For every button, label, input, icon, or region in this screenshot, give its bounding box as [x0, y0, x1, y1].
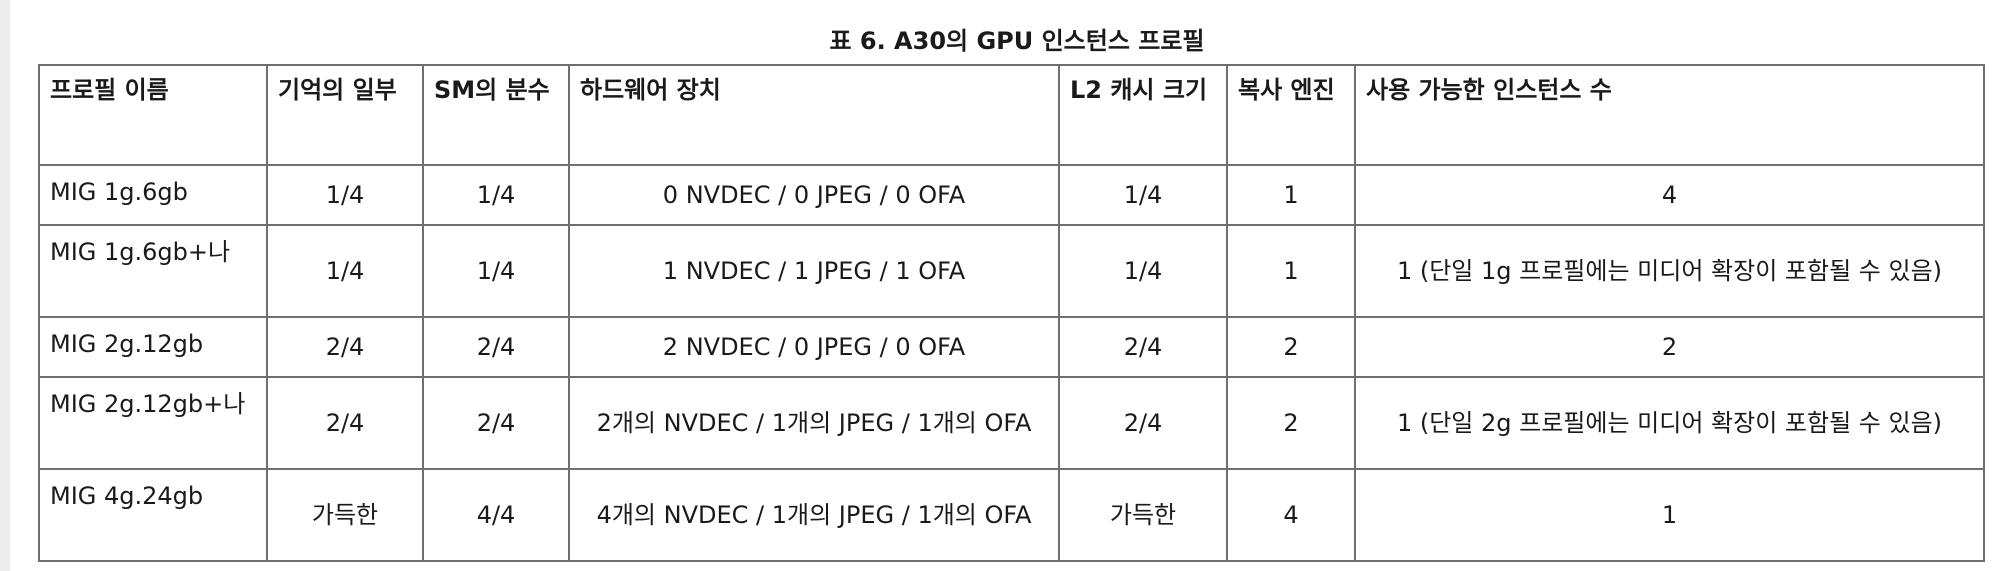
copy-engines-cell: 2 — [1226, 316, 1356, 378]
memory-fraction-cell: 2/4 — [266, 376, 424, 470]
table-row: MIG 2g.12gb 2/4 2/4 2 NVDEC / 0 JPEG / 0… — [38, 316, 1985, 378]
header-sm-fraction: SM의 분수 — [422, 64, 570, 166]
instance-count-cell: 2 — [1354, 316, 1985, 378]
table-row: MIG 2g.12gb+나 2/4 2/4 2개의 NVDEC / 1개의 JP… — [38, 376, 1985, 470]
hardware-units-cell: 4개의 NVDEC / 1개의 JPEG / 1개의 OFA — [568, 468, 1060, 562]
instance-count-cell: 1 — [1354, 468, 1985, 562]
header-hardware-units: 하드웨어 장치 — [568, 64, 1060, 166]
header-copy-engines: 복사 엔진 — [1226, 64, 1356, 166]
hardware-units-cell: 2개의 NVDEC / 1개의 JPEG / 1개의 OFA — [568, 376, 1060, 470]
hardware-units-cell: 1 NVDEC / 1 JPEG / 1 OFA — [568, 224, 1060, 318]
l2-cache-cell: 가득한 — [1058, 468, 1228, 562]
l2-cache-cell: 1/4 — [1058, 164, 1228, 226]
memory-fraction-cell: 가득한 — [266, 468, 424, 562]
header-profile-name: 프로필 이름 — [38, 64, 268, 166]
profile-name-cell: MIG 1g.6gb+나 — [38, 224, 268, 318]
header-memory-fraction: 기억의 일부 — [266, 64, 424, 166]
memory-fraction-cell: 2/4 — [266, 316, 424, 378]
memory-fraction-cell: 1/4 — [266, 224, 424, 318]
sm-fraction-cell: 2/4 — [422, 376, 570, 470]
l2-cache-cell: 1/4 — [1058, 224, 1228, 318]
sm-fraction-cell: 2/4 — [422, 316, 570, 378]
hardware-units-cell: 0 NVDEC / 0 JPEG / 0 OFA — [568, 164, 1060, 226]
sm-fraction-cell: 4/4 — [422, 468, 570, 562]
copy-engines-cell: 4 — [1226, 468, 1356, 562]
instance-count-cell: 1 (단일 2g 프로필에는 미디어 확장이 포함될 수 있음) — [1354, 376, 1985, 470]
sm-fraction-cell: 1/4 — [422, 164, 570, 226]
sm-fraction-cell: 1/4 — [422, 224, 570, 318]
profile-name-cell: MIG 2g.12gb+나 — [38, 376, 268, 470]
header-row: 프로필 이름 기억의 일부 SM의 분수 하드웨어 장치 L2 캐시 크기 복사… — [38, 64, 1985, 166]
table-row: MIG 4g.24gb 가득한 4/4 4개의 NVDEC / 1개의 JPEG… — [38, 468, 1985, 562]
copy-engines-cell: 1 — [1226, 164, 1356, 226]
header-l2-cache-size: L2 캐시 크기 — [1058, 64, 1228, 166]
memory-fraction-cell: 1/4 — [266, 164, 424, 226]
gpu-instance-profiles-table: 프로필 이름 기억의 일부 SM의 분수 하드웨어 장치 L2 캐시 크기 복사… — [38, 64, 1985, 562]
table-row: MIG 1g.6gb 1/4 1/4 0 NVDEC / 0 JPEG / 0 … — [38, 164, 1985, 226]
profile-name-cell: MIG 4g.24gb — [38, 468, 268, 562]
copy-engines-cell: 2 — [1226, 376, 1356, 470]
table-caption: 표 6. A30의 GPU 인스턴스 프로필 — [829, 27, 1205, 55]
hardware-units-cell: 2 NVDEC / 0 JPEG / 0 OFA — [568, 316, 1060, 378]
l2-cache-cell: 2/4 — [1058, 376, 1228, 470]
profile-name-cell: MIG 1g.6gb — [38, 164, 268, 226]
header-instance-count: 사용 가능한 인스턴스 수 — [1354, 64, 1985, 166]
table-row: MIG 1g.6gb+나 1/4 1/4 1 NVDEC / 1 JPEG / … — [38, 224, 1985, 318]
instance-count-cell: 1 (단일 1g 프로필에는 미디어 확장이 포함될 수 있음) — [1354, 224, 1985, 318]
instance-count-cell: 4 — [1354, 164, 1985, 226]
copy-engines-cell: 1 — [1226, 224, 1356, 318]
profile-name-cell: MIG 2g.12gb — [38, 316, 268, 378]
l2-cache-cell: 2/4 — [1058, 316, 1228, 378]
